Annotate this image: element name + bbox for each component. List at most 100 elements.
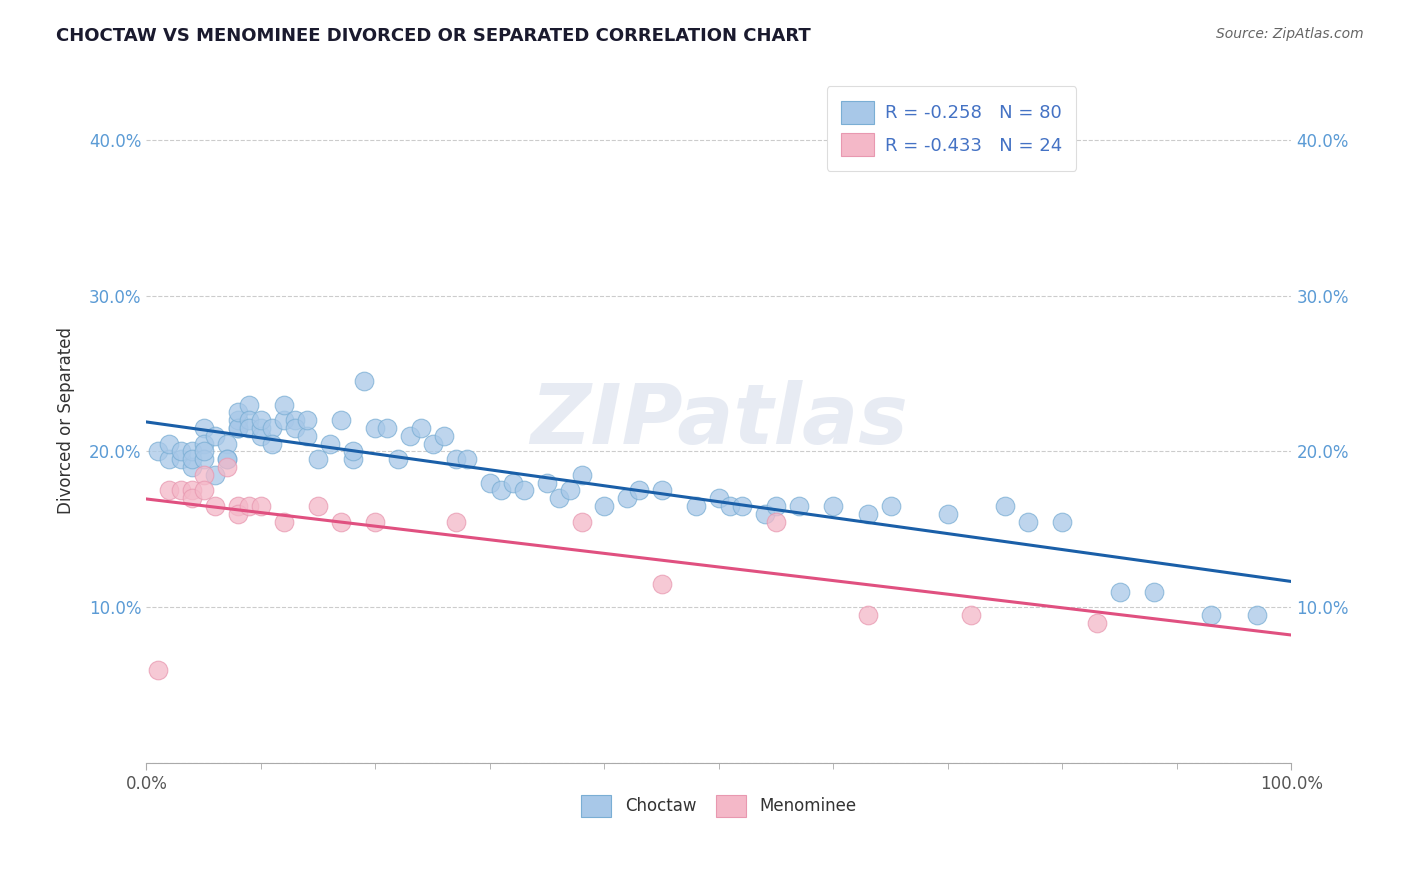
Point	[651, 483, 673, 498]
Point	[204, 429, 226, 443]
Point	[307, 452, 329, 467]
Point	[856, 507, 879, 521]
Point	[273, 413, 295, 427]
Point	[571, 467, 593, 482]
Y-axis label: Divorced or Separated: Divorced or Separated	[58, 326, 75, 514]
Point	[250, 429, 273, 443]
Point	[284, 421, 307, 435]
Point	[238, 398, 260, 412]
Point	[456, 452, 478, 467]
Point	[250, 421, 273, 435]
Point	[181, 491, 204, 506]
Point	[330, 413, 353, 427]
Point	[754, 507, 776, 521]
Point	[318, 436, 340, 450]
Point	[398, 429, 420, 443]
Point	[238, 413, 260, 427]
Text: Source: ZipAtlas.com: Source: ZipAtlas.com	[1216, 27, 1364, 41]
Point	[157, 452, 180, 467]
Point	[1085, 615, 1108, 630]
Point	[375, 421, 398, 435]
Point	[1108, 584, 1130, 599]
Point	[330, 515, 353, 529]
Point	[387, 452, 409, 467]
Point	[215, 452, 238, 467]
Point	[651, 577, 673, 591]
Point	[731, 499, 754, 513]
Point	[146, 663, 169, 677]
Point	[295, 413, 318, 427]
Point	[513, 483, 536, 498]
Text: CHOCTAW VS MENOMINEE DIVORCED OR SEPARATED CORRELATION CHART: CHOCTAW VS MENOMINEE DIVORCED OR SEPARAT…	[56, 27, 811, 45]
Point	[273, 515, 295, 529]
Point	[307, 499, 329, 513]
Point	[215, 460, 238, 475]
Point	[1143, 584, 1166, 599]
Point	[787, 499, 810, 513]
Point	[226, 507, 249, 521]
Point	[718, 499, 741, 513]
Point	[1017, 515, 1039, 529]
Point	[193, 444, 215, 458]
Legend: Choctaw, Menominee: Choctaw, Menominee	[575, 789, 863, 823]
Point	[491, 483, 513, 498]
Point	[444, 452, 467, 467]
Point	[411, 421, 433, 435]
Point	[262, 421, 284, 435]
Point	[444, 515, 467, 529]
Point	[193, 452, 215, 467]
Point	[593, 499, 616, 513]
Point	[157, 436, 180, 450]
Point	[226, 499, 249, 513]
Point	[422, 436, 444, 450]
Point	[238, 421, 260, 435]
Point	[193, 467, 215, 482]
Point	[226, 421, 249, 435]
Point	[170, 452, 193, 467]
Point	[536, 475, 558, 490]
Point	[193, 436, 215, 450]
Point	[170, 483, 193, 498]
Point	[193, 421, 215, 435]
Point	[273, 398, 295, 412]
Text: ZIPatlas: ZIPatlas	[530, 380, 908, 461]
Point	[157, 483, 180, 498]
Point	[364, 515, 387, 529]
Point	[204, 499, 226, 513]
Point	[685, 499, 707, 513]
Point	[960, 608, 983, 623]
Point	[226, 413, 249, 427]
Point	[433, 429, 456, 443]
Point	[226, 421, 249, 435]
Point	[170, 444, 193, 458]
Point	[364, 421, 387, 435]
Point	[1246, 608, 1268, 623]
Point	[616, 491, 638, 506]
Point	[823, 499, 845, 513]
Point	[1201, 608, 1223, 623]
Point	[250, 499, 273, 513]
Point	[765, 515, 787, 529]
Point	[181, 444, 204, 458]
Point	[226, 405, 249, 419]
Point	[879, 499, 901, 513]
Point	[478, 475, 501, 490]
Point	[547, 491, 569, 506]
Point	[558, 483, 581, 498]
Point	[707, 491, 730, 506]
Point	[250, 413, 273, 427]
Point	[284, 413, 307, 427]
Point	[765, 499, 787, 513]
Point	[342, 444, 364, 458]
Point	[571, 515, 593, 529]
Point	[204, 467, 226, 482]
Point	[627, 483, 650, 498]
Point	[146, 444, 169, 458]
Point	[936, 507, 959, 521]
Point	[238, 499, 260, 513]
Point	[193, 483, 215, 498]
Point	[262, 436, 284, 450]
Point	[342, 452, 364, 467]
Point	[181, 460, 204, 475]
Point	[1052, 515, 1074, 529]
